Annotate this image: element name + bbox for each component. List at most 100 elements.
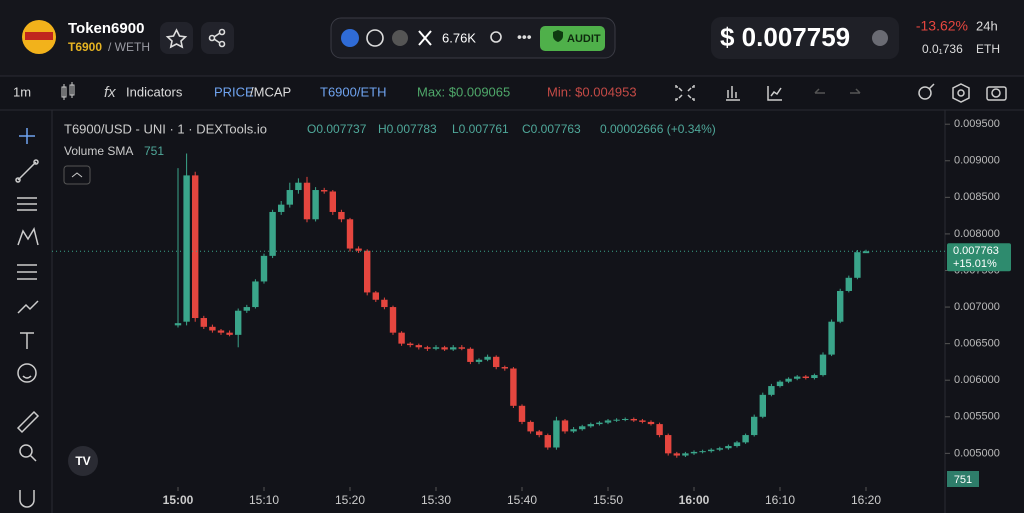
candle-body (321, 190, 328, 192)
candle-body (776, 381, 784, 387)
candle-body (690, 451, 698, 454)
candle-body (733, 442, 741, 447)
website-icon[interactable] (366, 29, 384, 47)
x-tick-label: 15:40 (507, 493, 537, 507)
interval[interactable]: 1m (13, 84, 31, 99)
candle-body (837, 290, 844, 322)
indicators[interactable]: Indicators (126, 84, 183, 99)
mcap-toggle[interactable]: /MCAP (250, 84, 291, 99)
candle-body (295, 182, 302, 191)
candle-icon[interactable] (61, 82, 75, 100)
candle-body (725, 446, 732, 449)
candle-body (527, 421, 534, 432)
candle-body (381, 299, 388, 308)
candle-body (518, 405, 526, 422)
candle-body (484, 356, 491, 360)
candle-body (553, 420, 560, 448)
collapse-button[interactable] (63, 165, 91, 185)
candle-body (432, 347, 440, 349)
candle-body (303, 182, 311, 220)
y-tick-label: 0.005500 (954, 411, 1000, 423)
y-tick-label: 0.008500 (954, 191, 1000, 203)
token-pair: / WETH (108, 40, 150, 54)
legend-title: T6900/USD - UNI · 1 · DEXTools.io (64, 121, 267, 136)
candle-body (828, 321, 835, 355)
legend-open: O0.007737 (307, 122, 367, 136)
candle-body (209, 326, 216, 331)
x-tick-label: 15:20 (335, 493, 365, 507)
share-icon (208, 28, 226, 48)
candle-body (364, 250, 371, 293)
price-box (711, 17, 899, 59)
volume-label: Volume SMA (64, 144, 133, 158)
candle-body (742, 435, 749, 443)
candle-body (243, 307, 250, 311)
last-price-change: +15.01% (953, 258, 997, 270)
y-tick-label: 0.006500 (954, 338, 1000, 350)
y-tick-label: 0.009000 (954, 155, 1000, 167)
candle-body (407, 343, 414, 346)
candle-body (441, 347, 448, 350)
drawing-tools[interactable] (15, 128, 40, 508)
toolbar-icons[interactable] (675, 83, 1007, 103)
fx-icon[interactable]: fx (104, 84, 116, 101)
candle-body (682, 453, 689, 456)
candle-body (235, 310, 242, 335)
share-button[interactable] (201, 22, 234, 54)
candle-body (252, 281, 259, 308)
legend-close: C0.007763 (522, 122, 581, 136)
candle-body (647, 421, 655, 425)
candle-body (794, 376, 801, 379)
price-change: -13.62% (916, 18, 968, 34)
legend-low: L0.007761 (452, 122, 509, 136)
followers: 6.76K (442, 30, 476, 45)
candle-body (217, 330, 225, 333)
y-tick-label: 0.008000 (954, 228, 1000, 240)
candle-body (854, 252, 861, 278)
candle-body (312, 190, 319, 220)
token-symbol: T6900 (68, 40, 102, 54)
y-tick-label: 0.007000 (954, 301, 1000, 313)
favorite-button[interactable] (160, 22, 193, 54)
star-icon (165, 28, 188, 49)
candle-body (596, 422, 603, 425)
token-logo (25, 32, 53, 40)
price-toggle[interactable]: PRICE (214, 84, 254, 99)
candle-body (587, 424, 594, 427)
candle-body (622, 418, 629, 420)
candle-body (639, 420, 646, 422)
candle-body (544, 435, 551, 448)
x-tick-label: 15:10 (249, 493, 279, 507)
candle-body (493, 356, 500, 368)
candle-body (604, 420, 612, 423)
shield-icon (553, 30, 563, 42)
candle-body (673, 453, 680, 456)
candle-body (346, 219, 354, 249)
candle-body (862, 251, 870, 254)
legend-high: H0.007783 (378, 122, 437, 136)
candle-body (510, 368, 517, 406)
candle-body (699, 451, 706, 453)
info-icon[interactable] (872, 30, 888, 46)
candle-body (759, 394, 766, 417)
min-price: Min: $0.004953 (547, 84, 637, 99)
collapse-icon (71, 172, 83, 178)
more-icon[interactable]: ••• (517, 29, 532, 45)
quote-toggle[interactable]: T6900/ETH (320, 84, 386, 99)
candle-body (424, 347, 431, 349)
volume-tag-label: 751 (954, 474, 972, 486)
candle-body (630, 418, 637, 421)
legend-change: 0.00002666 (+0.34%) (600, 122, 716, 136)
telegram-icon[interactable] (392, 30, 408, 46)
token-name: Token6900 (68, 20, 144, 37)
candle-body (192, 175, 199, 319)
candle-body (450, 347, 457, 350)
x-tick-label: 16:10 (765, 493, 795, 507)
last-price-tag (947, 243, 1011, 272)
dextools-icon[interactable] (341, 29, 359, 47)
search-icon[interactable] (490, 31, 502, 43)
eth-price: 0.0₁736 (922, 42, 963, 56)
candle-body (226, 332, 233, 335)
x-icon[interactable] (418, 30, 432, 46)
